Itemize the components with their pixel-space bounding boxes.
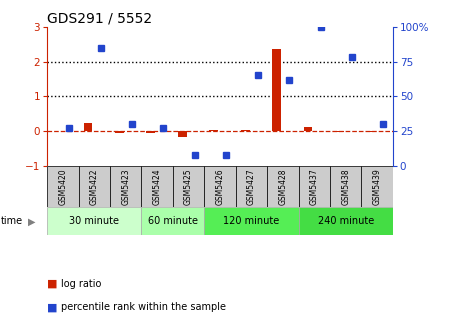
Text: ■: ■ <box>47 302 57 312</box>
Bar <box>204 207 299 235</box>
Bar <box>47 166 79 207</box>
Bar <box>241 130 250 131</box>
Bar <box>178 131 187 137</box>
Bar <box>236 166 267 207</box>
Text: GDS291 / 5552: GDS291 / 5552 <box>47 12 152 26</box>
Bar <box>304 127 313 131</box>
Bar <box>79 166 110 207</box>
Bar <box>204 166 236 207</box>
Bar <box>146 131 155 133</box>
Bar <box>272 49 281 131</box>
Text: 120 minute: 120 minute <box>223 216 280 226</box>
Text: 240 minute: 240 minute <box>317 216 374 226</box>
Text: GSM5437: GSM5437 <box>310 168 319 205</box>
Text: GSM5428: GSM5428 <box>278 168 287 205</box>
Bar <box>209 130 218 131</box>
Text: 30 minute: 30 minute <box>69 216 119 226</box>
Bar <box>115 131 124 133</box>
Text: time: time <box>1 216 23 226</box>
Bar <box>110 166 141 207</box>
Text: GSM5427: GSM5427 <box>247 168 256 205</box>
Bar <box>267 166 299 207</box>
Text: log ratio: log ratio <box>61 279 101 289</box>
Text: GSM5423: GSM5423 <box>121 168 130 205</box>
Bar <box>173 166 204 207</box>
Bar <box>361 166 393 207</box>
Text: ▶: ▶ <box>28 216 35 226</box>
Bar <box>47 207 141 235</box>
Text: ■: ■ <box>47 279 57 289</box>
Bar <box>366 131 375 132</box>
Text: 60 minute: 60 minute <box>148 216 198 226</box>
Text: percentile rank within the sample: percentile rank within the sample <box>61 302 225 312</box>
Bar <box>299 207 393 235</box>
Text: GSM5420: GSM5420 <box>58 168 67 205</box>
Bar <box>335 131 344 132</box>
Text: GSM5426: GSM5426 <box>216 168 224 205</box>
Bar <box>330 166 361 207</box>
Bar <box>84 123 92 131</box>
Bar <box>141 166 173 207</box>
Text: GSM5438: GSM5438 <box>341 168 350 205</box>
Text: GSM5422: GSM5422 <box>90 168 99 205</box>
Bar <box>141 207 204 235</box>
Text: GSM5425: GSM5425 <box>184 168 193 205</box>
Text: GSM5424: GSM5424 <box>153 168 162 205</box>
Text: GSM5439: GSM5439 <box>373 168 382 205</box>
Bar <box>299 166 330 207</box>
